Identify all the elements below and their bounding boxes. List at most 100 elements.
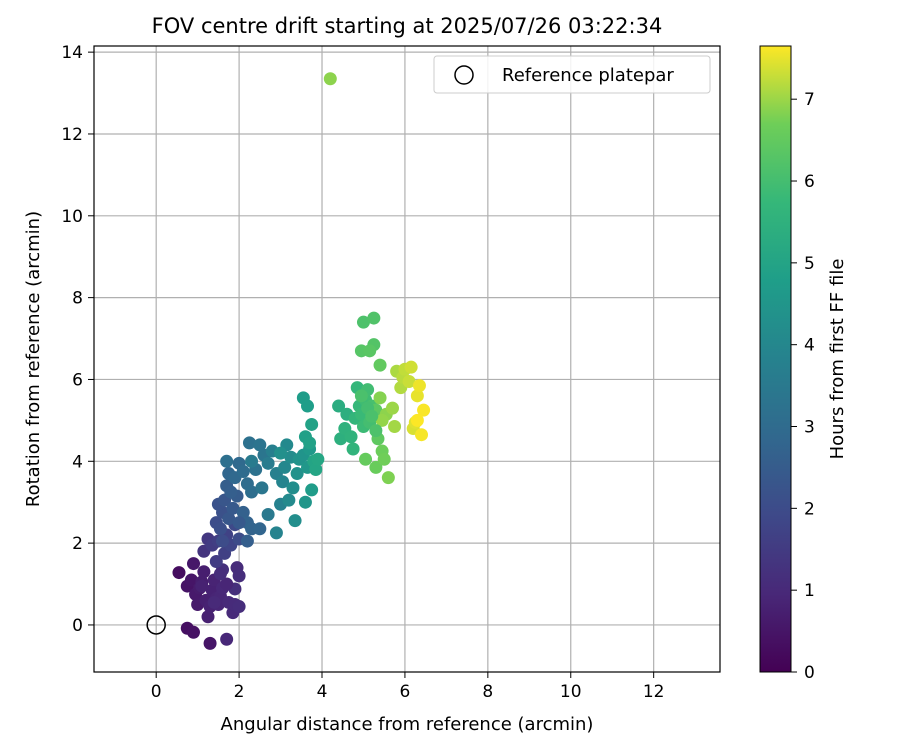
colorbar-label: Hours from first FF file (827, 259, 848, 460)
y-tick-label: 10 (61, 207, 83, 227)
data-point (226, 501, 240, 515)
colorbar: 0 1 2 3 4 5 6 7 Hours from first FF file (759, 45, 848, 683)
data-point (186, 625, 200, 639)
data-point (354, 389, 368, 403)
data-point (213, 567, 227, 581)
data-point (356, 315, 370, 329)
x-tick-label: 0 (151, 682, 162, 702)
data-point (373, 358, 387, 372)
data-point (213, 522, 227, 536)
y-axis-label: Rotation from reference (arcmin) (23, 211, 44, 507)
data-point (415, 428, 429, 442)
reference-platepar-marker (146, 615, 166, 635)
data-points (172, 72, 431, 650)
legend-marker-icon (454, 65, 474, 85)
colorbar-tick-label: 6 (804, 172, 815, 192)
data-point (197, 565, 211, 579)
data-point (367, 311, 381, 325)
y-tick-label: 2 (72, 534, 83, 554)
data-point (232, 516, 246, 530)
data-point (255, 481, 269, 495)
x-tick-label: 8 (482, 682, 493, 702)
data-point (334, 432, 348, 446)
data-point (240, 534, 254, 548)
data-point (236, 505, 250, 519)
data-point (220, 632, 234, 646)
data-point (305, 483, 319, 497)
data-point (236, 465, 250, 479)
data-point (288, 514, 302, 528)
data-point (253, 522, 267, 536)
data-point (417, 403, 431, 417)
data-point (203, 636, 217, 650)
data-point (410, 389, 424, 403)
x-tick-label: 2 (234, 682, 245, 702)
colorbar-tick-label: 0 (804, 663, 815, 683)
data-point (375, 413, 389, 427)
colorbar-gradient (759, 45, 792, 673)
data-point (207, 595, 221, 609)
x-axis-ticks: 0 2 4 6 8 10 12 (151, 672, 665, 702)
data-point (209, 555, 223, 569)
data-point (222, 512, 236, 526)
legend-entry-reference-platepar: Reference platepar (502, 65, 674, 86)
colorbar-ticks: 0 1 2 3 4 5 6 7 (791, 90, 815, 683)
y-tick-label: 8 (72, 289, 83, 309)
data-point (365, 409, 379, 423)
data-point (278, 460, 292, 474)
colorbar-tick-label: 5 (804, 254, 815, 274)
data-point (385, 401, 399, 415)
data-point (232, 600, 246, 614)
data-point (309, 462, 323, 476)
data-point (220, 577, 234, 591)
data-point (195, 579, 209, 593)
data-point (245, 485, 259, 499)
data-point (232, 569, 246, 583)
data-point (373, 391, 387, 405)
data-point (253, 438, 267, 452)
data-point (216, 534, 230, 548)
x-tick-label: 4 (317, 682, 328, 702)
data-point (242, 436, 256, 450)
x-tick-label: 12 (643, 682, 665, 702)
data-point (346, 442, 360, 456)
data-point (224, 485, 238, 499)
data-point (261, 507, 275, 521)
data-point (311, 452, 325, 466)
data-point (245, 454, 259, 468)
y-tick-label: 4 (72, 452, 83, 472)
chart-title: FOV centre drift starting at 2025/07/26 … (152, 14, 663, 38)
data-point (220, 454, 234, 468)
data-point (286, 481, 300, 495)
data-point (388, 420, 402, 434)
data-point (363, 344, 377, 358)
y-tick-label: 14 (61, 43, 83, 63)
data-point (303, 436, 317, 450)
y-axis-ticks: 0 2 4 6 8 10 12 14 (61, 43, 94, 636)
colorbar-tick-label: 1 (804, 581, 815, 601)
data-point (269, 526, 283, 540)
legend: Reference platepar (433, 55, 711, 94)
data-point (344, 430, 358, 444)
data-point (184, 573, 198, 587)
data-point (410, 413, 424, 427)
data-point (186, 557, 200, 571)
x-tick-label: 10 (560, 682, 582, 702)
data-point (261, 456, 275, 470)
data-point (305, 417, 319, 431)
y-tick-label: 0 (72, 616, 83, 636)
data-point (402, 375, 416, 389)
x-axis-label: Angular distance from reference (arcmin) (221, 714, 594, 735)
data-point (290, 467, 304, 481)
legend-box (433, 55, 711, 94)
data-point (201, 610, 215, 624)
y-tick-label: 12 (61, 125, 83, 145)
data-point (377, 452, 391, 466)
data-point (369, 424, 383, 438)
data-point (412, 379, 426, 393)
data-point (282, 493, 296, 507)
data-point (172, 566, 186, 580)
grid (94, 46, 720, 672)
colorbar-tick-label: 3 (804, 418, 815, 438)
